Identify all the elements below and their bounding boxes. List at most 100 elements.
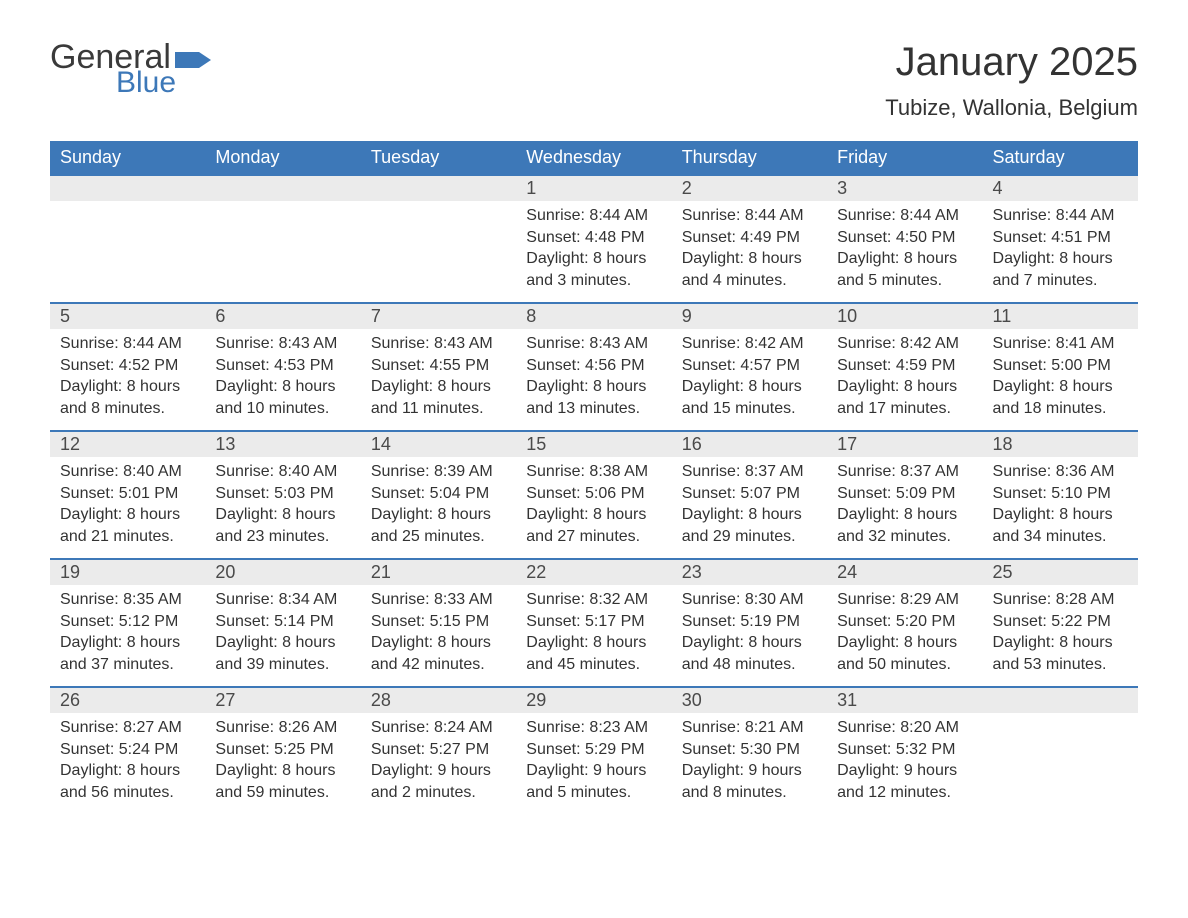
calendar-cell: 4Sunrise: 8:44 AMSunset: 4:51 PMDaylight…	[983, 174, 1138, 302]
daylight-line: Daylight: 8 hours and 29 minutes.	[682, 504, 817, 547]
sunset-value: 5:12 PM	[119, 613, 179, 630]
sunrise-line: Sunrise: 8:32 AM	[526, 589, 661, 611]
daylight-line: Daylight: 8 hours and 17 minutes.	[837, 376, 972, 419]
daylight-label: Daylight:	[526, 250, 588, 267]
daylight-label: Daylight:	[526, 634, 588, 651]
weekday-header: Tuesday	[361, 141, 516, 174]
sunrise-value: 8:42 AM	[900, 335, 959, 352]
day-number	[205, 174, 360, 201]
sunset-line: Sunset: 5:32 PM	[837, 739, 972, 761]
sunset-value: 5:14 PM	[274, 613, 334, 630]
day-number: 6	[205, 302, 360, 329]
sunset-label: Sunset:	[60, 741, 114, 758]
daylight-line: Daylight: 9 hours and 5 minutes.	[526, 760, 661, 803]
sunset-line: Sunset: 5:00 PM	[993, 355, 1128, 377]
sunset-line: Sunset: 4:49 PM	[682, 227, 817, 249]
calendar-cell: 8Sunrise: 8:43 AMSunset: 4:56 PMDaylight…	[516, 302, 671, 430]
sunrise-label: Sunrise:	[682, 591, 741, 608]
day-number: 17	[827, 430, 982, 457]
calendar-cell: 18Sunrise: 8:36 AMSunset: 5:10 PMDayligh…	[983, 430, 1138, 558]
sunrise-line: Sunrise: 8:29 AM	[837, 589, 972, 611]
calendar-cell: 12Sunrise: 8:40 AMSunset: 5:01 PMDayligh…	[50, 430, 205, 558]
sunset-line: Sunset: 5:19 PM	[682, 611, 817, 633]
sunrise-label: Sunrise:	[60, 463, 119, 480]
sunrise-value: 8:44 AM	[745, 207, 804, 224]
sunrise-label: Sunrise:	[371, 591, 430, 608]
sunset-label: Sunset:	[837, 357, 891, 374]
daylight-label: Daylight:	[837, 378, 899, 395]
day-details: Sunrise: 8:40 AMSunset: 5:01 PMDaylight:…	[50, 457, 205, 555]
sunrise-line: Sunrise: 8:36 AM	[993, 461, 1128, 483]
day-number: 26	[50, 686, 205, 713]
day-number: 30	[672, 686, 827, 713]
sunrise-value: 8:21 AM	[745, 719, 804, 736]
sunset-value: 5:07 PM	[740, 485, 800, 502]
day-details: Sunrise: 8:32 AMSunset: 5:17 PMDaylight:…	[516, 585, 671, 683]
sunrise-value: 8:35 AM	[123, 591, 182, 608]
sunset-line: Sunset: 5:17 PM	[526, 611, 661, 633]
calendar-cell: 23Sunrise: 8:30 AMSunset: 5:19 PMDayligh…	[672, 558, 827, 686]
day-details: Sunrise: 8:44 AMSunset: 4:48 PMDaylight:…	[516, 201, 671, 299]
sunrise-label: Sunrise:	[837, 463, 896, 480]
sunset-line: Sunset: 5:09 PM	[837, 483, 972, 505]
daylight-line: Daylight: 8 hours and 42 minutes.	[371, 632, 506, 675]
daylight-label: Daylight:	[837, 634, 899, 651]
sunset-label: Sunset:	[215, 741, 269, 758]
sunset-label: Sunset:	[837, 613, 891, 630]
day-number: 25	[983, 558, 1138, 585]
daylight-line: Daylight: 8 hours and 15 minutes.	[682, 376, 817, 419]
sunset-value: 4:48 PM	[585, 229, 645, 246]
day-details: Sunrise: 8:33 AMSunset: 5:15 PMDaylight:…	[361, 585, 516, 683]
sunrise-value: 8:27 AM	[123, 719, 182, 736]
day-details: Sunrise: 8:28 AMSunset: 5:22 PMDaylight:…	[983, 585, 1138, 683]
sunrise-value: 8:28 AM	[1056, 591, 1115, 608]
sunrise-line: Sunrise: 8:27 AM	[60, 717, 195, 739]
sunset-value: 5:15 PM	[430, 613, 490, 630]
day-details: Sunrise: 8:30 AMSunset: 5:19 PMDaylight:…	[672, 585, 827, 683]
calendar-cell: 21Sunrise: 8:33 AMSunset: 5:15 PMDayligh…	[361, 558, 516, 686]
sunrise-value: 8:43 AM	[279, 335, 338, 352]
day-number: 14	[361, 430, 516, 457]
calendar-cell: 29Sunrise: 8:23 AMSunset: 5:29 PMDayligh…	[516, 686, 671, 814]
weekday-header: Monday	[205, 141, 360, 174]
calendar-body: 1Sunrise: 8:44 AMSunset: 4:48 PMDaylight…	[50, 174, 1138, 814]
location-subtitle: Tubize, Wallonia, Belgium	[885, 95, 1138, 121]
day-number: 8	[516, 302, 671, 329]
sunset-line: Sunset: 5:12 PM	[60, 611, 195, 633]
title-block: January 2025 Tubize, Wallonia, Belgium	[885, 40, 1138, 121]
daylight-label: Daylight:	[371, 506, 433, 523]
sunset-value: 5:19 PM	[740, 613, 800, 630]
sunrise-line: Sunrise: 8:37 AM	[682, 461, 817, 483]
sunset-line: Sunset: 5:29 PM	[526, 739, 661, 761]
sunrise-value: 8:32 AM	[589, 591, 648, 608]
day-number: 12	[50, 430, 205, 457]
sunset-line: Sunset: 4:50 PM	[837, 227, 972, 249]
sunrise-value: 8:44 AM	[589, 207, 648, 224]
sunset-line: Sunset: 5:14 PM	[215, 611, 350, 633]
sunrise-line: Sunrise: 8:43 AM	[526, 333, 661, 355]
logo-word-blue: Blue	[116, 68, 211, 98]
calendar-cell: 1Sunrise: 8:44 AMSunset: 4:48 PMDaylight…	[516, 174, 671, 302]
daylight-label: Daylight:	[60, 634, 122, 651]
daylight-label: Daylight:	[371, 634, 433, 651]
day-details: Sunrise: 8:43 AMSunset: 4:55 PMDaylight:…	[361, 329, 516, 427]
sunrise-value: 8:29 AM	[900, 591, 959, 608]
calendar-cell: 30Sunrise: 8:21 AMSunset: 5:30 PMDayligh…	[672, 686, 827, 814]
daylight-line: Daylight: 8 hours and 5 minutes.	[837, 248, 972, 291]
daylight-line: Daylight: 8 hours and 34 minutes.	[993, 504, 1128, 547]
sunrise-label: Sunrise:	[993, 335, 1052, 352]
daylight-line: Daylight: 8 hours and 25 minutes.	[371, 504, 506, 547]
sunrise-label: Sunrise:	[682, 207, 741, 224]
daylight-label: Daylight:	[215, 506, 277, 523]
sunrise-value: 8:26 AM	[279, 719, 338, 736]
calendar-table: SundayMondayTuesdayWednesdayThursdayFrid…	[50, 141, 1138, 814]
day-details: Sunrise: 8:42 AMSunset: 4:59 PMDaylight:…	[827, 329, 982, 427]
sunrise-label: Sunrise:	[526, 463, 585, 480]
sunrise-label: Sunrise:	[371, 719, 430, 736]
day-number: 7	[361, 302, 516, 329]
daylight-line: Daylight: 8 hours and 7 minutes.	[993, 248, 1128, 291]
calendar-cell: 28Sunrise: 8:24 AMSunset: 5:27 PMDayligh…	[361, 686, 516, 814]
sunrise-label: Sunrise:	[215, 591, 274, 608]
sunset-line: Sunset: 5:25 PM	[215, 739, 350, 761]
sunset-label: Sunset:	[837, 741, 891, 758]
